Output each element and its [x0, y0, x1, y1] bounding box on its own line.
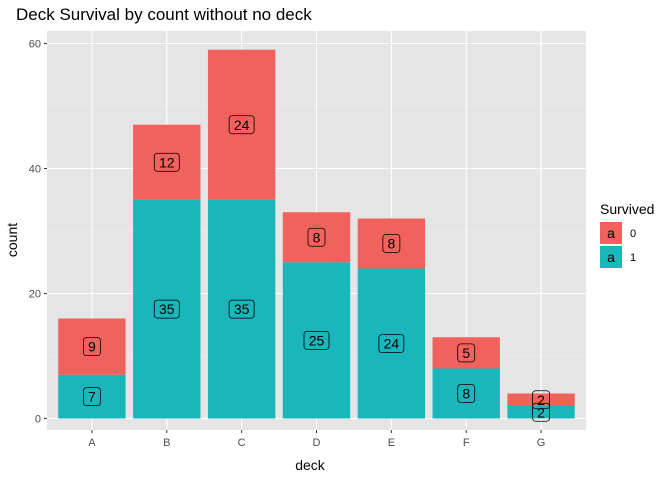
data-label-value: 8 [313, 229, 321, 245]
data-label: 2 [532, 390, 550, 410]
x-tick-label: A [88, 437, 96, 449]
chart-title: Deck Survival by count without no deck [16, 5, 312, 24]
bar-C-survived-0 [207, 49, 276, 200]
data-label-value: 25 [309, 332, 325, 348]
data-label: 35 [153, 299, 180, 319]
x-axis: A B C D E F G [88, 430, 545, 449]
data-label-value: 35 [159, 301, 175, 317]
bar-F-survived-0 [432, 337, 500, 369]
data-label-box [153, 299, 180, 319]
legend: Survived a 0 a 1 [600, 201, 654, 268]
x-tick-label: F [463, 437, 470, 449]
data-label-box [532, 390, 550, 410]
x-tick-label: D [313, 437, 321, 449]
y-axis-title: count [4, 223, 20, 257]
plot-panel: 7 9 35 12 35 24 25 8 24 8 8 5 22 [47, 31, 586, 430]
data-label: 8 [457, 384, 476, 403]
bar-E-survived-1 [357, 268, 426, 419]
legend-key-glyph: a [607, 225, 615, 241]
y-tick-label: 20 [29, 289, 41, 301]
data-label-value: 35 [234, 301, 250, 317]
data-label: 2 [532, 402, 550, 422]
data-label-value: 7 [88, 389, 96, 405]
y-tick-label: 0 [35, 414, 41, 426]
bar-F-survived-1 [432, 368, 500, 419]
x-tick-label: B [163, 437, 170, 449]
legend-label: 0 [630, 228, 636, 240]
data-label: 12 [153, 152, 180, 172]
data-label-value: 12 [159, 154, 175, 170]
x-tick-label: E [388, 437, 395, 449]
x-tick-label: C [238, 437, 246, 449]
data-label-box [83, 337, 101, 357]
data-label-box [303, 330, 330, 350]
data-label-value: 2 [537, 404, 545, 420]
y-tick-label: 40 [29, 164, 41, 176]
bar-C-survived-1 [207, 199, 276, 419]
y-axis: 0 20 40 60 [29, 39, 47, 426]
data-label: 24 [378, 334, 405, 353]
x-axis-title: deck [295, 457, 326, 473]
data-label-box [153, 152, 180, 172]
bar-G-survived-0 [507, 393, 575, 406]
legend-label: 1 [630, 252, 636, 264]
legend-title: Survived [600, 201, 654, 217]
bar-E-survived-0 [357, 218, 426, 269]
legend-key-0 [600, 222, 622, 244]
data-label-value: 8 [462, 386, 470, 402]
data-label-box [307, 227, 326, 247]
legend-key-glyph: a [607, 249, 615, 265]
data-label-box [228, 299, 255, 319]
bar-B-survived-1 [133, 199, 201, 419]
data-label: 5 [457, 343, 476, 363]
bar-B-survived-0 [133, 124, 201, 200]
data-label-value: 24 [384, 336, 400, 352]
data-label: 35 [228, 299, 255, 319]
data-label: 7 [83, 387, 101, 407]
data-label-box [83, 387, 101, 407]
data-label: 25 [303, 330, 330, 350]
data-label-value: 5 [462, 345, 470, 361]
data-label-value: 9 [88, 339, 96, 355]
data-label: 8 [307, 227, 326, 247]
data-label: 8 [382, 234, 401, 253]
data-label-box [382, 234, 401, 253]
bar-D-survived-0 [282, 212, 351, 263]
data-label-box [457, 343, 476, 363]
bar-A-survived-1 [58, 374, 126, 419]
data-label-value: 24 [234, 117, 250, 133]
bar-G-survived-1 [507, 406, 575, 419]
data-label-box [378, 334, 405, 353]
bar-A-survived-0 [58, 318, 126, 375]
data-label-box [457, 384, 476, 403]
y-tick-label: 60 [29, 39, 41, 51]
legend-key-1 [600, 246, 622, 268]
data-label: 9 [83, 337, 101, 357]
data-label-value: 2 [537, 392, 545, 408]
bar-D-survived-1 [282, 262, 351, 419]
data-label-box [532, 402, 550, 422]
data-label: 24 [228, 115, 255, 135]
data-label-box [228, 115, 255, 135]
data-label-value: 8 [387, 236, 395, 252]
x-tick-label: G [537, 437, 546, 449]
